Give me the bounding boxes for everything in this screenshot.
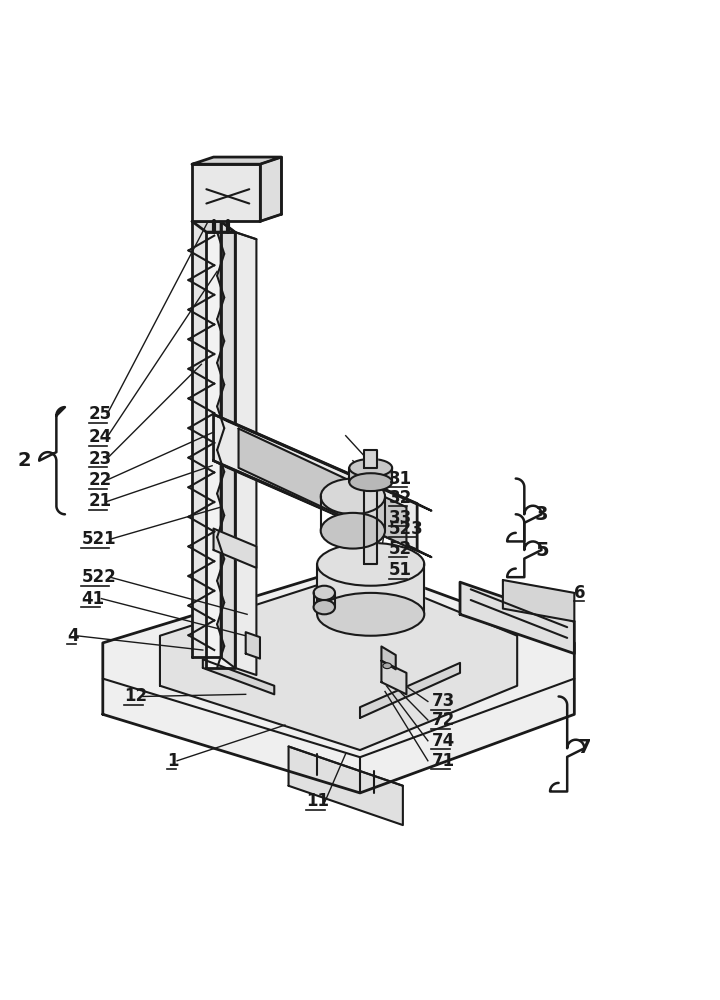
Text: 41: 41: [81, 590, 104, 608]
Text: 71: 71: [431, 752, 454, 770]
Ellipse shape: [317, 543, 424, 586]
Ellipse shape: [349, 473, 392, 491]
Polygon shape: [192, 221, 221, 657]
Text: 3: 3: [535, 505, 549, 524]
Ellipse shape: [349, 459, 392, 477]
Text: 4: 4: [67, 627, 78, 645]
Polygon shape: [203, 659, 274, 694]
Polygon shape: [503, 580, 575, 621]
Polygon shape: [382, 646, 396, 669]
Polygon shape: [246, 632, 260, 659]
Text: 5: 5: [535, 541, 549, 560]
Ellipse shape: [320, 479, 385, 514]
Text: 22: 22: [89, 471, 112, 489]
Text: 74: 74: [431, 732, 455, 750]
Polygon shape: [214, 414, 417, 550]
Text: 23: 23: [89, 450, 112, 468]
Text: 31: 31: [389, 470, 412, 488]
Polygon shape: [160, 571, 517, 750]
Polygon shape: [192, 221, 235, 232]
Polygon shape: [238, 429, 406, 546]
Polygon shape: [221, 221, 235, 668]
Polygon shape: [364, 450, 377, 468]
Ellipse shape: [314, 600, 335, 614]
Ellipse shape: [383, 663, 392, 669]
Ellipse shape: [314, 586, 335, 600]
Polygon shape: [289, 746, 403, 825]
Text: 32: 32: [389, 489, 412, 507]
Polygon shape: [317, 564, 424, 614]
Ellipse shape: [317, 593, 424, 636]
Text: 12: 12: [125, 687, 148, 705]
Polygon shape: [103, 564, 575, 793]
Polygon shape: [364, 464, 377, 564]
Text: 73: 73: [431, 692, 455, 710]
Polygon shape: [260, 157, 282, 221]
Polygon shape: [192, 164, 260, 221]
Ellipse shape: [320, 513, 385, 549]
Text: 523: 523: [389, 520, 423, 538]
Text: 52: 52: [389, 540, 412, 558]
Text: 6: 6: [575, 584, 586, 602]
Polygon shape: [214, 414, 431, 511]
Text: 24: 24: [89, 428, 112, 446]
Text: 2: 2: [17, 451, 31, 470]
Text: 21: 21: [89, 492, 112, 510]
Text: 521: 521: [81, 530, 116, 548]
Polygon shape: [360, 663, 460, 718]
Text: 25: 25: [89, 405, 112, 423]
Text: 11: 11: [307, 792, 330, 810]
Polygon shape: [460, 582, 575, 654]
Polygon shape: [214, 529, 256, 568]
Polygon shape: [382, 661, 406, 694]
Polygon shape: [214, 461, 431, 557]
Text: 33: 33: [389, 509, 412, 527]
Text: 1: 1: [167, 752, 179, 770]
Text: 7: 7: [578, 738, 591, 757]
Polygon shape: [349, 468, 392, 482]
Polygon shape: [192, 157, 282, 164]
Polygon shape: [235, 232, 256, 675]
Text: 522: 522: [81, 568, 116, 586]
Text: 51: 51: [389, 561, 412, 579]
Text: 72: 72: [431, 711, 455, 729]
Polygon shape: [207, 232, 235, 668]
